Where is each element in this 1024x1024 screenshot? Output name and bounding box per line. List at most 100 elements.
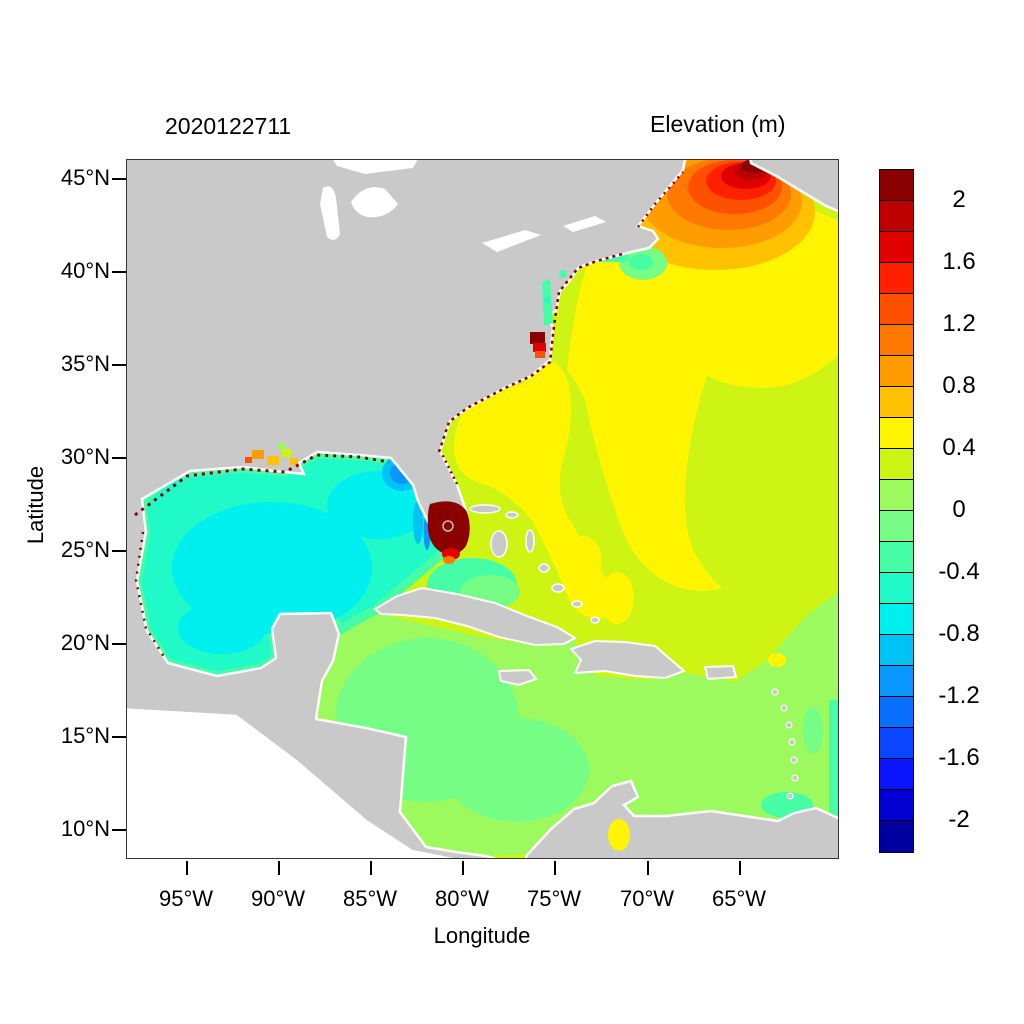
- y-tick-label: 15°N: [60, 723, 110, 748]
- colorbar-cell: [880, 511, 913, 542]
- south-florida-red-blob: [427, 501, 470, 555]
- x-tick-label: 85°W: [342, 886, 398, 911]
- y-tick-mark: [112, 550, 126, 552]
- colorbar-cell: [880, 325, 913, 356]
- x-tick-label: 90°W: [250, 886, 306, 911]
- colorbar-cell: [880, 418, 913, 449]
- x-tick-label: 75°W: [526, 886, 582, 911]
- y-tick-mark: [112, 364, 126, 366]
- colorbar-cell: [880, 542, 913, 573]
- colorbar-cell: [880, 201, 913, 232]
- lake-okeechobee-outline: [442, 520, 454, 532]
- cape-cod-green-core: [629, 254, 653, 270]
- colorbar-cell: [880, 728, 913, 759]
- map-canvas: [127, 160, 838, 858]
- y-tick-label: 35°N: [60, 351, 110, 376]
- colorbar-cell: [880, 697, 913, 728]
- y-tick-label: 30°N: [60, 444, 110, 469]
- lake-maracaibo-yellow: [608, 819, 630, 851]
- colorbar-cell: [880, 480, 913, 511]
- east-edge-green-strip: [829, 700, 838, 820]
- colorbar-tick-label: -2: [948, 806, 970, 833]
- land-cuba: [373, 586, 577, 647]
- land-bahamas: [469, 504, 600, 624]
- colorbar-tick-label: 0.4: [942, 434, 976, 461]
- x-tick-mark: [647, 861, 649, 875]
- colorbar-cell: [880, 759, 913, 790]
- colorbar-tick-label: -0.8: [938, 620, 980, 647]
- x-tick-mark: [186, 861, 188, 875]
- colorbar-tick-label: 1.6: [942, 248, 976, 275]
- x-tick-mark: [462, 861, 464, 875]
- y-tick-label: 45°N: [60, 165, 110, 190]
- colorbar: [879, 169, 914, 853]
- colorbar-cell: [880, 449, 913, 480]
- florida-bay-skyblue-streak: [413, 500, 423, 544]
- land-hispaniola: [569, 639, 686, 680]
- y-tick-mark: [112, 178, 126, 180]
- colorbar-cell: [880, 263, 913, 294]
- y-tick-mark: [112, 271, 126, 273]
- colorbar-cell: [880, 232, 913, 263]
- colorbar-tick-label: -1.2: [938, 682, 980, 709]
- colorbar-cell: [880, 790, 913, 821]
- colorbar-cell: [880, 573, 913, 604]
- y-tick-label: 10°N: [60, 816, 110, 841]
- colorbar-cell: [880, 294, 913, 325]
- colorbar-tick-label: 1.2: [942, 310, 976, 337]
- x-tick-mark: [370, 861, 372, 875]
- colorbar-cell: [880, 170, 913, 201]
- y-tick-mark: [112, 829, 126, 831]
- northeast-yellow-patch: [567, 198, 838, 591]
- colorbar-cell: [880, 666, 913, 697]
- y-axis-label: Latitude: [23, 465, 48, 545]
- great-lakes: [320, 160, 606, 252]
- y-tick-mark: [112, 643, 126, 645]
- gulf-cyan-west: [172, 502, 372, 634]
- land-lesser-antilles: [771, 688, 799, 800]
- y-tick-mark: [112, 457, 126, 459]
- x-tick-mark: [739, 861, 741, 875]
- campeche-cyan: [178, 602, 266, 654]
- colorbar-cell: [880, 821, 913, 852]
- coastal-speckles: [134, 171, 684, 661]
- colorbar-title: Elevation (m): [650, 111, 786, 137]
- land-south-america: [524, 779, 838, 858]
- colorbar-cell: [880, 356, 913, 387]
- mississippi-delta-speckles: [245, 443, 298, 465]
- colorbar-tick-label: 0.8: [942, 372, 976, 399]
- colorbar-cell: [880, 604, 913, 635]
- y-tick-label: 40°N: [60, 258, 110, 283]
- colorbar-tick-label: 2: [952, 186, 966, 213]
- x-axis-label: Longitude: [433, 923, 531, 948]
- south-florida-orange-fringe: [443, 556, 455, 564]
- delaware-bay-fill: [559, 270, 567, 278]
- colorbar-cell: [880, 635, 913, 666]
- x-tick-label: 70°W: [619, 886, 675, 911]
- plot-title: 2020122711: [165, 113, 292, 139]
- bahamas-yellow-patch-1: [562, 536, 602, 584]
- x-tick-mark: [554, 861, 556, 875]
- land-nova-scotia: [749, 160, 838, 213]
- pamlico-sound-blob: [530, 332, 546, 358]
- colorbar-tick-label: -0.4: [938, 558, 980, 585]
- map-plot-area: [126, 159, 839, 859]
- y-tick-label: 25°N: [60, 537, 110, 562]
- x-tick-label: 65°W: [711, 886, 767, 911]
- colorbar-tick-label: -1.6: [938, 744, 980, 771]
- x-tick-label: 95°W: [158, 886, 214, 911]
- x-tick-label: 80°W: [434, 886, 490, 911]
- land-puerto-rico: [703, 664, 738, 681]
- southwest-caribbean-green: [445, 718, 589, 822]
- chesapeake-turquoise-dot: [544, 297, 550, 303]
- bahamas-yellow-patch-2: [600, 572, 634, 624]
- colorbar-tick-label: 0: [952, 496, 966, 523]
- land-jamaica: [497, 668, 538, 687]
- colorbar-cell: [880, 387, 913, 418]
- antilles-east-green-patch: [803, 706, 823, 754]
- y-tick-mark: [112, 736, 126, 738]
- y-tick-label: 20°N: [60, 630, 110, 655]
- mona-yellow-spot: [768, 653, 786, 667]
- x-tick-mark: [278, 861, 280, 875]
